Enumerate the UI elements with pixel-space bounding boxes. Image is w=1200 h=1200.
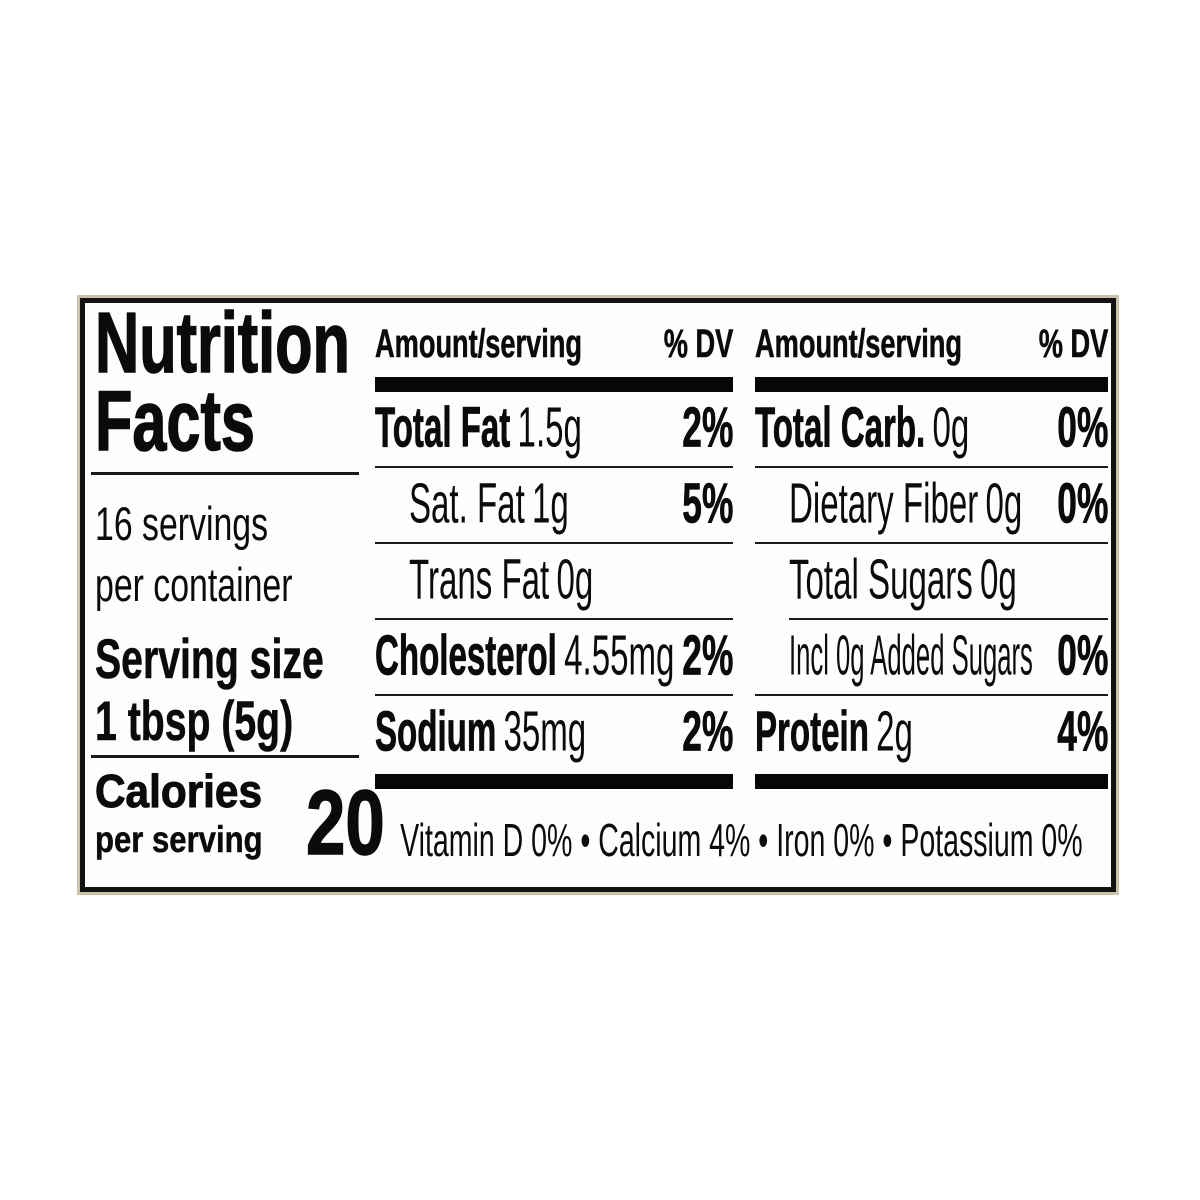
- nutrient-name: Trans Fat: [409, 547, 550, 612]
- nutrient-dv: 2%: [681, 395, 734, 460]
- nutrient-name: Cholesterol: [375, 623, 557, 688]
- calories-section: Calories per serving 20: [95, 767, 386, 870]
- label-title: Nutrition Facts: [94, 296, 449, 469]
- label-left-panel: Nutrition Facts 16 servings per containe…: [91, 300, 386, 887]
- row-sodium: Sodium 35mg 2%: [375, 696, 733, 770]
- percent-dv-header: % DV: [663, 322, 733, 367]
- nutrient-text: Total Carb. 0g: [755, 395, 969, 461]
- nutrient-value: 0g: [932, 395, 970, 460]
- column-header: Amount/serving % DV: [375, 322, 733, 369]
- nutrient-text: Sat. Fat 1g: [409, 471, 569, 537]
- divider: [755, 694, 1108, 696]
- thick-rule: [755, 377, 1108, 392]
- nutrient-dv: 0%: [1056, 623, 1109, 688]
- row-total-carb: Total Carb. 0g 0%: [755, 392, 1108, 466]
- divider: [375, 466, 733, 468]
- nutrient-text: Sodium 35mg: [375, 699, 586, 765]
- amount-serving-header: Amount/serving: [375, 322, 583, 367]
- nutrient-value: 4.55mg: [564, 623, 675, 688]
- servings-per-container: 16 servings per container: [95, 493, 369, 615]
- nutrient-value: 0g: [985, 471, 1023, 536]
- serving-size: Serving size 1 tbsp (5g): [95, 627, 422, 752]
- serving-size-label: Serving size: [95, 627, 324, 690]
- nutrient-name: Sat. Fat: [409, 471, 525, 536]
- calories-labels: Calories per serving: [95, 767, 294, 860]
- calories-value: 20: [306, 772, 386, 874]
- amount-serving-header: Amount/serving: [755, 322, 963, 367]
- micronutrients-line: Vitamin D 0% • Calcium 4% • Iron 0% • Po…: [375, 813, 1108, 867]
- nutrient-column-1: Amount/serving % DV Total Fat 1.5g 2% Sat. Fa…: [375, 322, 733, 789]
- row-trans-fat: Trans Fat 0g: [375, 544, 733, 618]
- nutrient-text: Cholesterol 4.55mg: [375, 623, 675, 689]
- row-total-fat: Total Fat 1.5g 2%: [375, 392, 733, 466]
- divider: [91, 472, 359, 475]
- divider: [375, 542, 733, 544]
- nutrient-value: 35mg: [503, 699, 587, 764]
- nutrient-text: Trans Fat 0g: [409, 547, 593, 613]
- nutrient-value: 1.5g: [517, 395, 582, 460]
- nutrient-name: Total Sugars: [789, 547, 973, 612]
- nutrient-name: Incl 0g Added Sugars: [789, 623, 1033, 688]
- nutrient-text: Dietary Fiber 0g: [789, 471, 1022, 537]
- nutrient-name: Total Fat: [375, 395, 511, 460]
- micronutrients-text: Vitamin D 0% • Calcium 4% • Iron 0% • Po…: [400, 814, 1083, 866]
- row-cholesterol: Cholesterol 4.55mg 2%: [375, 620, 733, 694]
- nutrient-name: Sodium: [375, 699, 497, 764]
- percent-dv-header: % DV: [1038, 322, 1108, 367]
- servings-line-1: 16 servings: [95, 497, 269, 550]
- nutrient-name: Dietary Fiber: [789, 471, 979, 536]
- nutrient-dv: 2%: [681, 699, 734, 764]
- calories-sublabel: per serving: [95, 819, 263, 860]
- nutrient-value: 2g: [876, 699, 913, 764]
- nutrient-value: 1g: [532, 471, 569, 536]
- nutrient-text: Total Fat 1.5g: [375, 395, 582, 461]
- row-protein: Protein 2g 4%: [755, 696, 1108, 770]
- nutrient-name: Total Carb.: [755, 395, 926, 460]
- nutrient-text: Incl 0g Added Sugars: [789, 623, 1033, 689]
- calories-label: Calories: [95, 765, 263, 817]
- thick-rule: [375, 774, 733, 789]
- nutrient-dv: 4%: [1056, 699, 1109, 764]
- serving-size-value: 1 tbsp (5g): [95, 689, 294, 752]
- row-dietary-fiber: Dietary Fiber 0g 0%: [755, 468, 1108, 542]
- nutrient-text: Total Sugars 0g: [789, 547, 1017, 613]
- title-line-1: Nutrition: [94, 296, 350, 391]
- row-total-sugars: Total Sugars 0g: [755, 544, 1108, 618]
- row-sat-fat: Sat. Fat 1g 5%: [375, 468, 733, 542]
- nutrient-value: 0g: [980, 547, 1017, 612]
- nutrient-name: Protein: [755, 699, 869, 764]
- thick-rule: [375, 377, 733, 392]
- row-incl-0g-added-sugars: Incl 0g Added Sugars 0%: [755, 620, 1108, 694]
- nutrient-dv: 0%: [1056, 395, 1109, 460]
- nutrient-column-2: Amount/serving% DV Total Carb. 0g 0% Dietary…: [755, 322, 1108, 789]
- nutrient-dv: 0%: [1056, 471, 1109, 536]
- nutrient-text: Protein 2g: [755, 699, 913, 765]
- nutrient-dv: 2%: [681, 623, 734, 688]
- divider: [375, 694, 733, 696]
- divider: [375, 618, 733, 620]
- divider: [755, 466, 1108, 468]
- nutrient-value: 0g: [556, 547, 594, 612]
- servings-line-2: per container: [95, 558, 293, 611]
- title-line-2: Facts: [94, 374, 255, 469]
- column-header: Amount/serving % DV: [755, 322, 1108, 369]
- nutrient-dv: 5%: [681, 471, 734, 536]
- thick-rule: [755, 774, 1108, 789]
- nutrition-facts-label: Nutrition Facts 16 servings per containe…: [80, 298, 1116, 892]
- divider: [91, 755, 359, 758]
- divider: [789, 618, 1108, 620]
- divider: [755, 542, 1108, 544]
